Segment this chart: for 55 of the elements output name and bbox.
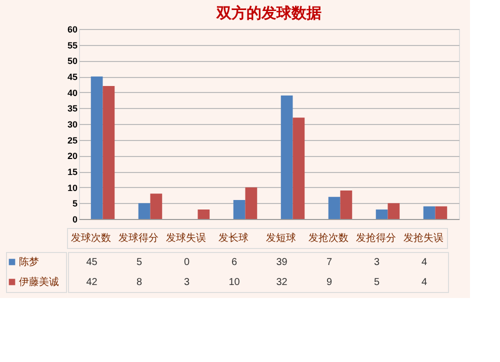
data-label: 0 [184,257,190,268]
data-label: 4 [421,257,428,268]
x-tick-label: 发球次数 [70,232,111,244]
y-tick-label: 20 [67,151,78,162]
data-label: 3 [374,257,380,268]
y-tick-label: 55 [67,40,78,50]
y-tick-label: 50 [67,56,78,66]
data-label: 3 [184,277,190,288]
data-label: 32 [276,277,288,288]
bar [280,96,293,219]
data-label: 7 [326,257,332,268]
bar [102,86,115,219]
bar [138,203,150,219]
data-label: 10 [228,277,240,288]
data-label: 4 [421,277,428,288]
legend-label: 陈梦 [19,256,39,268]
data-label: 5 [136,257,142,268]
legend-label: 伊藤美诚 [19,276,59,288]
data-label: 39 [276,257,288,268]
x-tick-label: 发短球 [266,232,296,244]
y-tick-label: 40 [67,88,78,98]
data-label: 42 [86,277,98,288]
x-tick-label: 发抢得分 [356,232,396,244]
y-tick-label: 35 [67,104,78,114]
y-tick-label: 60 [67,24,78,34]
bar [340,190,352,219]
y-tick-label: 30 [67,120,78,130]
bar [376,210,388,219]
data-label: 45 [86,257,98,268]
bar [388,203,400,219]
x-tick-label: 发长球 [218,232,248,244]
y-tick-label: 5 [72,198,78,209]
bar [423,206,436,219]
bar [292,118,305,219]
data-label: 6 [231,257,238,268]
x-tick-label: 发球得分 [118,232,158,244]
x-tick-label: 发抢失误 [403,232,444,244]
data-label: 5 [374,277,380,288]
x-tick-label: 发球失误 [166,232,206,244]
x-tick-label: 发抢次数 [308,232,348,244]
chart-title: 双方的发球数据 [216,4,322,22]
y-tick-label: 10 [67,182,78,193]
y-tick-label: 15 [67,167,78,177]
bar [150,194,162,219]
bar [198,210,210,219]
data-label: 9 [326,277,332,288]
bar [90,76,103,219]
bar [328,196,340,219]
y-tick-label: 0 [72,214,78,224]
data-label: 8 [136,277,142,288]
y-tick-label: 45 [67,72,78,82]
y-tick-label: 25 [67,135,78,146]
bar [233,200,246,219]
bar [245,187,258,219]
bar [435,206,448,219]
